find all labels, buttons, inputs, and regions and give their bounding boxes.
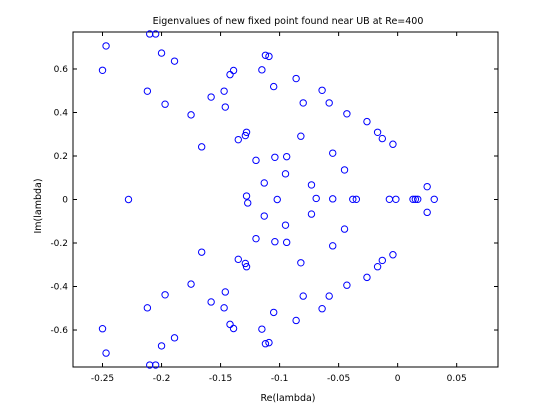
y-tick-label: -0.4 [50, 283, 68, 293]
x-tick-label: -0.25 [91, 374, 114, 384]
y-tick-label: 0.2 [54, 152, 68, 162]
plot-frame [73, 32, 498, 367]
y-tick-label: -0.6 [50, 326, 68, 336]
x-axis-title: Re(lambda) [260, 393, 315, 404]
chart-title: Eigenvalues of new fixed point found nea… [153, 16, 424, 27]
y-tick-label: 0 [62, 196, 68, 206]
x-tick-label: -0.2 [153, 374, 171, 384]
x-tick-label: 0 [395, 374, 401, 384]
plot-area: -0.25 -0.2 -0.15 -0.1 -0.05 0 0.05 -0.6 -0.4 -0.2… [50, 31, 498, 384]
y-axis-title: Im(lambda) [33, 178, 44, 233]
x-tick-label: -0.1 [271, 374, 289, 384]
y-tick-label: 0.4 [54, 108, 69, 118]
x-tick-label: -0.05 [327, 374, 350, 384]
x-tick-label: 0.05 [447, 374, 467, 384]
x-tick-label: -0.15 [209, 374, 232, 384]
y-tick-label: 0.6 [54, 65, 69, 75]
y-tick-label: -0.2 [50, 239, 68, 249]
